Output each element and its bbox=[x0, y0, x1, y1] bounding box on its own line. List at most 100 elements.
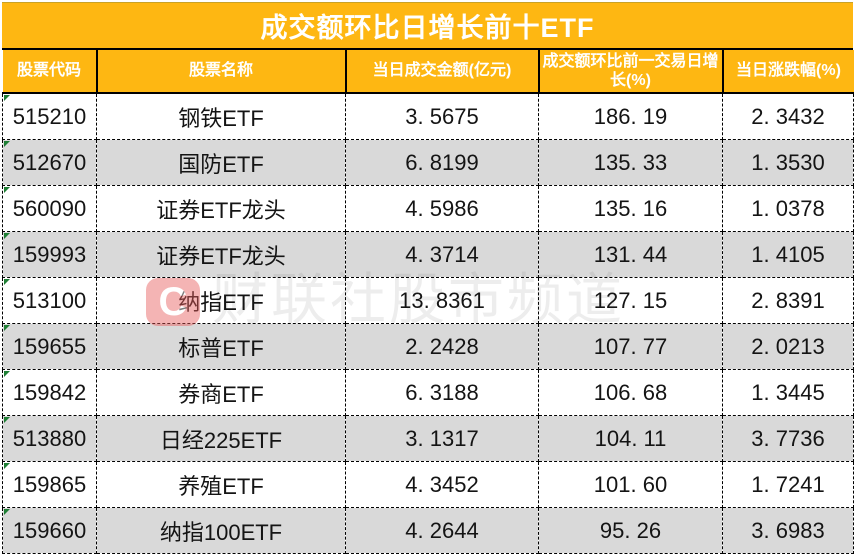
stored-as-text-flag-icon bbox=[4, 141, 10, 147]
column-header-name: 股票名称 bbox=[95, 50, 346, 94]
cell-value: 养殖ETF bbox=[178, 473, 264, 499]
cell-value: 2. 0213 bbox=[751, 333, 825, 359]
cell-change: 2. 8391 bbox=[722, 277, 854, 324]
stored-as-text-flag-icon bbox=[4, 325, 10, 331]
cell-value: 1. 4105 bbox=[751, 241, 825, 267]
table-row: 515210 钢铁ETF 3. 5675 186. 19 2. 3432 bbox=[2, 92, 854, 140]
cell-value: 95. 26 bbox=[599, 517, 662, 543]
cell-change: 1. 7241 bbox=[722, 461, 854, 508]
cell-growth: 95. 26 bbox=[538, 507, 723, 554]
cell-code: 159865 bbox=[2, 461, 97, 508]
cell-value: 纳指ETF bbox=[178, 289, 264, 315]
cell-turnover: 3. 1317 bbox=[345, 415, 539, 462]
cell-growth: 106. 68 bbox=[538, 369, 723, 416]
cell-value: 13. 8361 bbox=[399, 287, 485, 313]
stored-as-text-flag-icon bbox=[4, 187, 10, 193]
cell-change: 1. 3530 bbox=[722, 139, 854, 186]
cell-value: 159865 bbox=[12, 471, 87, 497]
table-row: 159660 纳指100ETF 4. 2644 95. 26 3. 6983 bbox=[2, 507, 854, 554]
cell-value: 127. 15 bbox=[593, 287, 668, 313]
stored-as-text-flag-icon bbox=[4, 95, 10, 101]
cell-value: 6. 8199 bbox=[405, 149, 479, 175]
cell-value: 135. 16 bbox=[593, 195, 668, 221]
stored-as-text-flag-icon bbox=[4, 417, 10, 423]
stored-as-text-flag-icon bbox=[4, 279, 10, 285]
cell-value: 159655 bbox=[12, 333, 87, 359]
stored-as-text-flag-icon bbox=[4, 371, 10, 377]
cell-value: 2. 8391 bbox=[751, 287, 825, 313]
cell-turnover: 4. 3452 bbox=[345, 461, 539, 508]
cell-value: 3. 1317 bbox=[405, 425, 479, 451]
cell-value: 3. 5675 bbox=[405, 103, 479, 129]
cell-value: 纳指100ETF bbox=[159, 519, 283, 545]
cell-value: 3. 7736 bbox=[751, 425, 825, 451]
cell-name: 证券ETF龙头 bbox=[96, 231, 346, 278]
cell-turnover: 6. 8199 bbox=[345, 139, 539, 186]
cell-value: 证券ETF龙头 bbox=[156, 243, 286, 269]
cell-turnover: 4. 2644 bbox=[345, 507, 539, 554]
column-header-code: 股票代码 bbox=[2, 50, 97, 94]
cell-growth: 101. 60 bbox=[538, 461, 723, 508]
cell-code: 560090 bbox=[2, 185, 97, 232]
cell-value: 1. 7241 bbox=[751, 471, 825, 497]
stored-as-text-flag-icon bbox=[4, 463, 10, 469]
cell-value: 4. 3452 bbox=[405, 471, 479, 497]
cell-growth: 186. 19 bbox=[538, 92, 723, 140]
cell-change: 3. 6983 bbox=[722, 507, 854, 554]
cell-change: 1. 0378 bbox=[722, 185, 854, 232]
cell-name: 券商ETF bbox=[96, 369, 346, 416]
cell-value: 4. 2644 bbox=[405, 517, 479, 543]
cell-value: 4. 3714 bbox=[405, 241, 479, 267]
table-row: 159655 标普ETF 2. 2428 107. 77 2. 0213 bbox=[2, 323, 854, 370]
cell-turnover: 3. 5675 bbox=[345, 92, 539, 140]
cell-name: 日经225ETF bbox=[96, 415, 346, 462]
cell-value: 515210 bbox=[12, 103, 87, 129]
cell-value: 107. 77 bbox=[593, 333, 668, 359]
cell-value: 证券ETF龙头 bbox=[156, 197, 286, 223]
cell-value: 1. 3530 bbox=[751, 149, 825, 175]
table-row: 560090 证券ETF龙头 4. 5986 135. 16 1. 0378 bbox=[2, 185, 854, 232]
cell-name: 证券ETF龙头 bbox=[96, 185, 346, 232]
cell-value: 券商ETF bbox=[178, 381, 264, 407]
header-row: 股票代码 股票名称 当日成交金额(亿元) 成交额环比前一交易日增长(%) 当日涨… bbox=[2, 50, 854, 94]
etf-table: 股票代码 股票名称 当日成交金额(亿元) 成交额环比前一交易日增长(%) 当日涨… bbox=[2, 50, 854, 554]
cell-code: 159655 bbox=[2, 323, 97, 370]
cell-code: 513100 bbox=[2, 277, 97, 324]
cell-growth: 127. 15 bbox=[538, 277, 723, 324]
cell-value: 101. 60 bbox=[593, 471, 668, 497]
cell-value: 日经225ETF bbox=[159, 427, 283, 453]
table-row: 159993 证券ETF龙头 4. 3714 131. 44 1. 4105 bbox=[2, 231, 854, 278]
table-row: 513100 纳指ETF 13. 8361 127. 15 2. 8391 bbox=[2, 277, 854, 324]
cell-name: 国防ETF bbox=[96, 139, 346, 186]
cell-value: 1. 3445 bbox=[751, 379, 825, 405]
cell-value: 104. 11 bbox=[594, 425, 667, 451]
cell-name: 钢铁ETF bbox=[96, 92, 346, 140]
cell-code: 512670 bbox=[2, 139, 97, 186]
table-row: 512670 国防ETF 6. 8199 135. 33 1. 3530 bbox=[2, 139, 854, 186]
column-header-change: 当日涨跌幅(%) bbox=[721, 50, 854, 94]
cell-value: 135. 33 bbox=[593, 149, 668, 175]
cell-name: 标普ETF bbox=[96, 323, 346, 370]
stored-as-text-flag-icon bbox=[4, 509, 10, 515]
cell-turnover: 6. 3188 bbox=[345, 369, 539, 416]
cell-value: 159842 bbox=[12, 379, 87, 405]
cell-value: 159660 bbox=[12, 517, 87, 543]
cell-value: 1. 0378 bbox=[751, 195, 825, 221]
cell-change: 1. 3445 bbox=[722, 369, 854, 416]
cell-value: 159993 bbox=[12, 241, 87, 267]
cell-value: 6. 3188 bbox=[405, 379, 479, 405]
cell-change: 2. 3432 bbox=[722, 92, 854, 140]
cell-growth: 135. 33 bbox=[538, 139, 723, 186]
column-header-growth: 成交额环比前一交易日增长(%) bbox=[537, 50, 723, 94]
cell-growth: 104. 11 bbox=[538, 415, 723, 462]
cell-value: 国防ETF bbox=[178, 151, 264, 177]
cell-turnover: 13. 8361 bbox=[345, 277, 539, 324]
cell-code: 159660 bbox=[2, 507, 97, 554]
cell-name: 纳指100ETF bbox=[96, 507, 346, 554]
cell-change: 3. 7736 bbox=[722, 415, 854, 462]
cell-turnover: 4. 3714 bbox=[345, 231, 539, 278]
cell-code: 515210 bbox=[2, 92, 97, 140]
cell-value: 3. 6983 bbox=[751, 517, 825, 543]
